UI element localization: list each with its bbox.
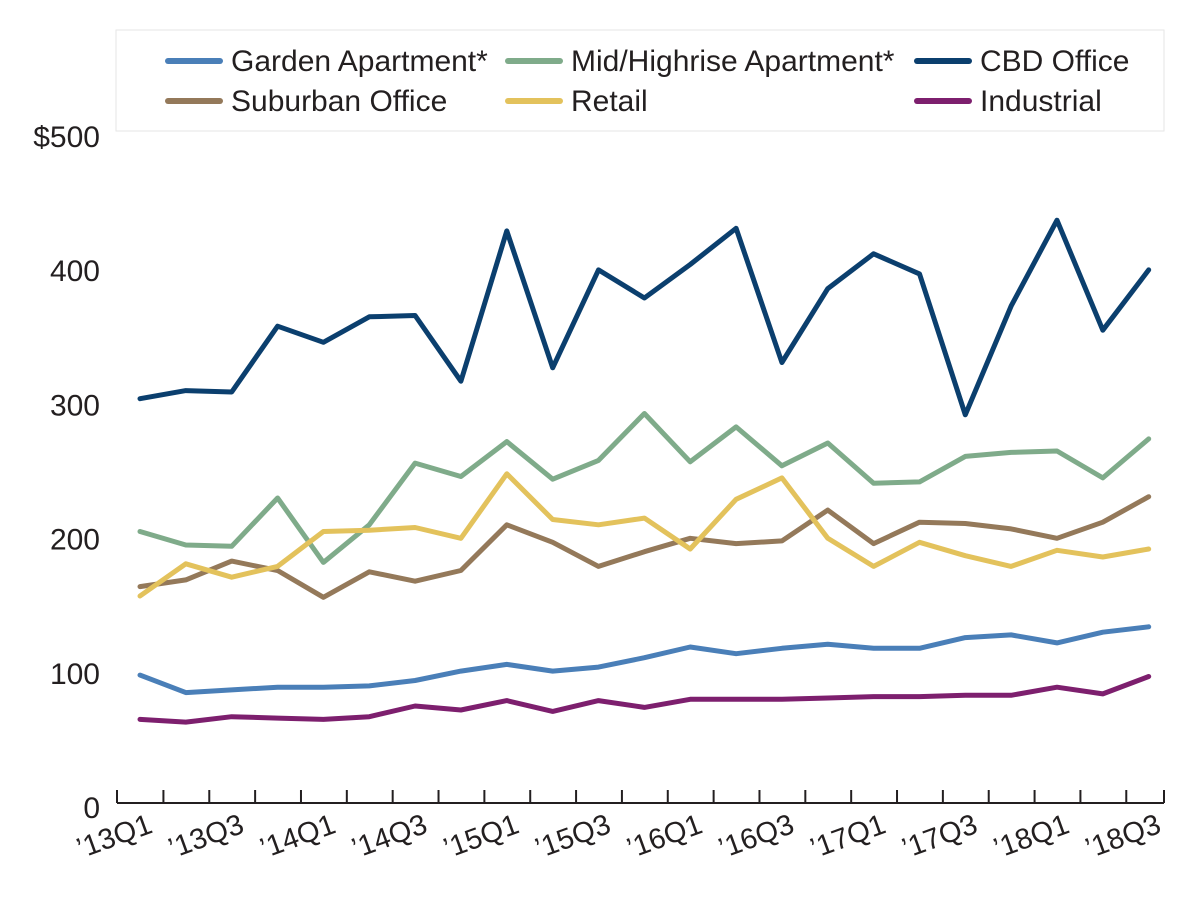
legend-item-cbd-office: CBD Office — [914, 45, 1130, 78]
y-tick-label: 300 — [50, 389, 100, 422]
x-axis: ’13Q1’13Q3’14Q1’14Q3’15Q1’15Q3’16Q1’16Q3… — [73, 790, 1165, 865]
x-tick-label: ’18Q3 — [1081, 809, 1165, 866]
x-tick-label: ’14Q1 — [256, 809, 340, 866]
series-line-retail — [137, 471, 1152, 599]
x-tick-label: ’16Q3 — [715, 809, 799, 866]
x-tick-label: ’17Q1 — [806, 809, 890, 866]
x-tick-label: ’14Q3 — [348, 809, 432, 866]
x-tick-label: ’16Q1 — [623, 809, 707, 866]
x-tick-label: ’15Q3 — [531, 809, 615, 866]
legend-label: Mid/Highrise Apartment* — [571, 45, 895, 78]
legend: Garden Apartment* Mid/Highrise Apartment*… — [115, 29, 1165, 132]
x-tick-label: ’18Q1 — [990, 809, 1074, 866]
y-tick-label: 400 — [50, 255, 100, 288]
legend-label: Industrial — [980, 85, 1102, 118]
y-tick-label: 0 — [83, 792, 100, 825]
legend-label: Garden Apartment* — [231, 45, 488, 78]
x-tick-label: ’13Q3 — [164, 809, 248, 866]
series-line-cbd-office — [137, 217, 1152, 418]
x-tick-label: ’17Q3 — [898, 809, 982, 866]
y-axis-ticks: 0 100 200 300 400 $500 — [33, 121, 100, 825]
series-line-industrial — [137, 674, 1152, 725]
y-tick-label: $500 — [33, 121, 100, 154]
legend-label: Suburban Office — [231, 85, 447, 118]
series-lines — [137, 217, 1152, 725]
y-tick-label: 100 — [50, 658, 100, 691]
legend-item-garden-apartment: Garden Apartment* — [165, 45, 488, 78]
legend-item-industrial: Industrial — [914, 85, 1102, 118]
legend-label: CBD Office — [980, 45, 1130, 78]
legend-label: Retail — [571, 85, 648, 118]
legend-item-suburban-office: Suburban Office — [165, 85, 447, 118]
legend-item-mid-highrise-apartment: Mid/Highrise Apartment* — [505, 45, 895, 78]
x-tick-label: ’15Q1 — [440, 809, 524, 866]
series-line-mid-highrise-apartment — [137, 411, 1152, 565]
legend-item-retail: Retail — [505, 85, 648, 118]
series-line-garden-apartment — [137, 624, 1152, 696]
series-line-suburban-office — [137, 494, 1152, 600]
legend-box — [115, 29, 1165, 132]
y-tick-label: 200 — [50, 524, 100, 557]
